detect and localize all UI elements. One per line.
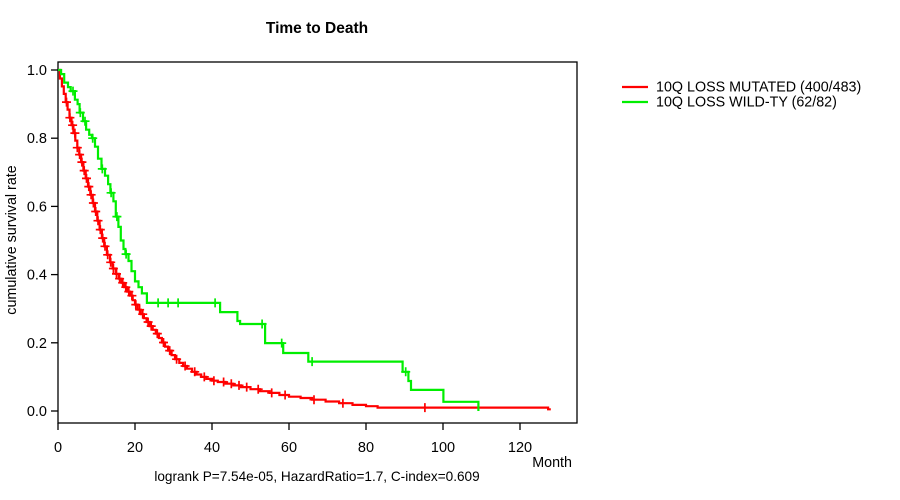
x-tick-label: 0 — [54, 440, 62, 456]
legend: 10Q LOSS MUTATED (400/483) 10Q LOSS WILD… — [622, 80, 861, 111]
x-tick-label: 80 — [358, 440, 374, 456]
chart-title: Time to Death — [266, 20, 368, 37]
y-tick-label: 1.0 — [27, 63, 47, 79]
plot-frame — [57, 61, 578, 424]
survival-curve-wildtype — [58, 68, 480, 411]
y-tick-label: 0.6 — [27, 199, 47, 215]
x-tick-label: 100 — [431, 440, 455, 456]
x-tick-label: 20 — [127, 440, 143, 456]
censor-marks-mutated — [62, 97, 430, 413]
x-axis: 0 20 40 60 80 100 120 — [54, 423, 532, 456]
y-axis: 0.0 0.2 0.4 0.6 0.8 1.0 — [27, 63, 58, 420]
x-tick-label: 120 — [508, 440, 532, 456]
x-tick-label: 60 — [281, 440, 297, 456]
y-tick-label: 0.4 — [27, 268, 47, 284]
x-axis-label: Month — [532, 455, 572, 471]
legend-label-mutated: 10Q LOSS MUTATED (400/483) — [656, 80, 861, 96]
censor-marks-wildtype — [68, 86, 411, 377]
y-tick-label: 0.2 — [27, 336, 47, 352]
legend-label-wildtype: 10Q LOSS WILD-TY (62/82) — [656, 95, 837, 111]
y-tick-label: 0.0 — [27, 404, 47, 420]
y-tick-label: 0.8 — [27, 131, 47, 147]
x-tick-label: 40 — [204, 440, 220, 456]
y-axis-label: cumulative survival rate — [4, 165, 20, 314]
survival-curves — [58, 68, 551, 413]
logrank-annotation: logrank P=7.54e-05, HazardRatio=1.7, C-i… — [154, 469, 479, 484]
survival-curve-mutated — [58, 68, 551, 411]
